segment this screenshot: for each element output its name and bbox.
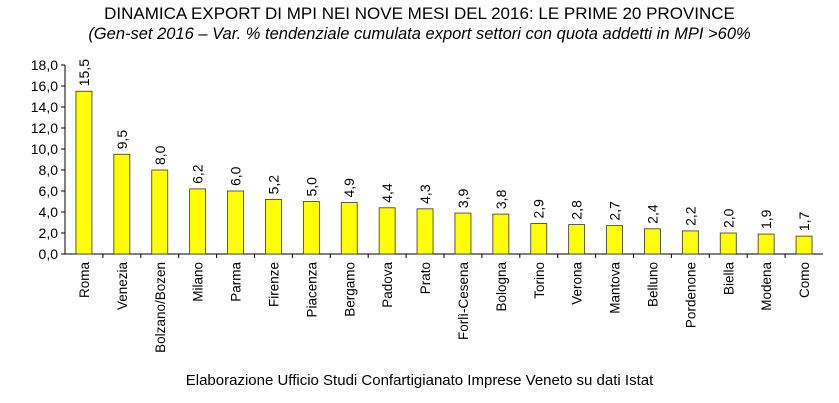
data-label: 6,2 xyxy=(190,164,206,184)
chart-title: DINAMICA EXPORT DI MPI NEI NOVE MESI DEL… xyxy=(104,4,735,23)
source-note: Elaborazione Ufficio Studi Confartigiana… xyxy=(185,372,654,389)
category-label: Mantova xyxy=(608,262,623,314)
y-tick-label: 12,0 xyxy=(31,120,58,136)
data-label: 1,7 xyxy=(796,211,812,231)
bar xyxy=(378,207,396,255)
bar xyxy=(795,235,813,255)
data-label: 5,0 xyxy=(303,177,319,197)
bar xyxy=(265,198,282,255)
category-label: Bolzano/Bozen xyxy=(153,262,168,353)
y-tick-label: 4,0 xyxy=(39,204,59,220)
bar xyxy=(302,201,320,255)
category-label: Torino xyxy=(532,262,547,299)
data-label: 15,5 xyxy=(76,59,92,86)
category-label: Bologna xyxy=(494,262,509,312)
bar xyxy=(454,212,472,255)
bar xyxy=(757,233,775,255)
y-tick-label: 18,0 xyxy=(31,57,58,73)
y-tick-label: 8,0 xyxy=(39,162,59,178)
data-label: 2,7 xyxy=(607,201,623,221)
category-label: Parma xyxy=(229,262,244,302)
category-label: Pordenone xyxy=(683,262,698,328)
data-label: 4,9 xyxy=(341,178,357,198)
bar xyxy=(492,213,510,255)
category-label: Firenze xyxy=(266,262,281,307)
bar xyxy=(75,90,93,255)
data-label: 2,2 xyxy=(682,206,698,226)
bar xyxy=(227,190,244,255)
bar xyxy=(113,153,131,255)
data-label: 9,5 xyxy=(114,130,130,150)
category-label: Modena xyxy=(759,262,774,311)
data-label: 3,8 xyxy=(493,189,509,209)
category-label: Bergamo xyxy=(342,262,357,317)
y-tick-label: 2,0 xyxy=(39,225,59,241)
bar xyxy=(568,224,586,255)
category-label: Piacenza xyxy=(304,262,319,318)
bar xyxy=(719,232,737,255)
chart-subtitle: (Gen-set 2016 – Var. % tendenziale cumul… xyxy=(88,25,751,43)
category-label: Como xyxy=(797,262,812,298)
data-label: 2,4 xyxy=(644,204,660,224)
bar xyxy=(416,208,434,255)
data-label: 5,2 xyxy=(265,175,281,195)
data-label: 6,0 xyxy=(228,166,244,186)
data-label: 2,9 xyxy=(531,199,547,219)
category-label: Prato xyxy=(418,262,433,294)
data-label: 8,0 xyxy=(152,145,168,165)
category-label: Biella xyxy=(721,262,736,296)
category-label: Belluno xyxy=(645,262,660,307)
y-tick-label: 6,0 xyxy=(39,183,59,199)
y-tick-label: 10,0 xyxy=(31,141,58,157)
data-label: 1,9 xyxy=(758,209,774,229)
bar xyxy=(644,228,661,255)
category-label: Forlì-Cesena xyxy=(456,262,471,341)
category-label: Roma xyxy=(77,262,92,299)
bar xyxy=(340,202,358,255)
data-label: 4,3 xyxy=(417,184,433,204)
y-tick-label: 0,0 xyxy=(39,246,59,262)
bar xyxy=(530,223,548,255)
data-label: 3,9 xyxy=(455,188,471,208)
category-label: Padova xyxy=(380,262,395,308)
y-tick-label: 14,0 xyxy=(31,99,58,115)
data-label: 2,0 xyxy=(720,208,736,228)
data-label: 2,8 xyxy=(569,200,585,220)
bar xyxy=(151,169,169,255)
category-label: Venezia xyxy=(115,262,130,311)
bar xyxy=(606,225,623,255)
bar xyxy=(189,188,207,255)
category-label: Milano xyxy=(191,262,206,302)
y-tick-label: 16,0 xyxy=(31,78,58,94)
category-label: Verona xyxy=(570,262,585,305)
data-label: 4,4 xyxy=(379,183,395,203)
bar xyxy=(681,230,699,255)
